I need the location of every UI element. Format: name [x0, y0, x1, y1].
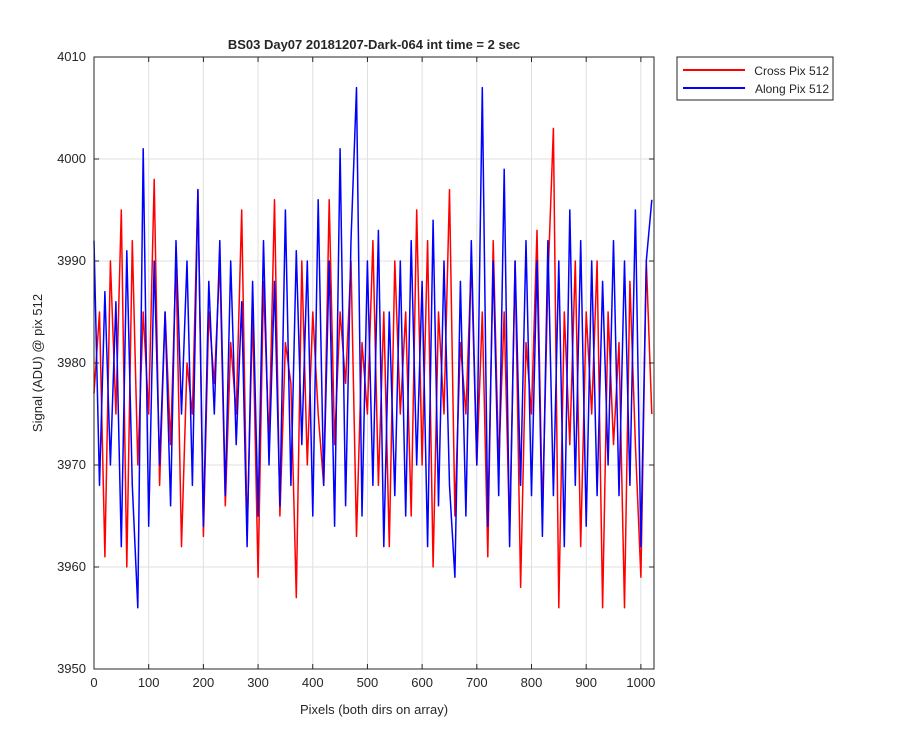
legend-box: [676, 56, 834, 101]
x-tick-label: 300: [247, 675, 269, 690]
y-tick-label: 3950: [57, 661, 86, 676]
series-line-1: [93, 86, 653, 609]
y-tick-label: 3970: [57, 457, 86, 472]
y-tick-label: 4010: [57, 49, 86, 64]
x-tick-label: 700: [466, 675, 488, 690]
x-tick-label: 100: [138, 675, 160, 690]
x-tick-label: 800: [521, 675, 543, 690]
legend: Cross Pix 512 Along Pix 512: [676, 56, 834, 101]
legend-label-cross: Cross Pix 512: [754, 64, 829, 78]
y-tick-labels: 3950 3960 3970 3980 3990 4000 4010: [57, 49, 86, 676]
x-axis-label: Pixels (both dirs on array): [300, 702, 448, 717]
x-tick-label: 400: [302, 675, 324, 690]
y-tick-label: 3980: [57, 355, 86, 370]
x-tick-label: 500: [357, 675, 379, 690]
axis-ticks: [93, 56, 654, 670]
chart-title: BS03 Day07 20181207-Dark-064 int time = …: [228, 37, 520, 52]
x-tick-label: 900: [575, 675, 597, 690]
y-tick-label: 3960: [57, 559, 86, 574]
y-tick-label: 4000: [57, 151, 86, 166]
x-tick-label: 200: [193, 675, 215, 690]
x-tick-labels: 0 100 200 300 400 500 600 700 800 900 1000: [90, 675, 655, 690]
y-axis-label: Signal (ADU) @ pix 512: [30, 294, 45, 432]
x-tick-label: 1000: [626, 675, 655, 690]
y-tick-label: 3990: [57, 253, 86, 268]
plot-axes: 0 100 200 300 400 500 600 700 800 900 1000 3950 396…: [57, 49, 655, 690]
series-layer: [93, 86, 653, 609]
series-line-0: [93, 127, 653, 609]
legend-label-along: Along Pix 512: [755, 82, 829, 96]
x-tick-label: 600: [411, 675, 433, 690]
x-tick-label: 0: [90, 675, 97, 690]
